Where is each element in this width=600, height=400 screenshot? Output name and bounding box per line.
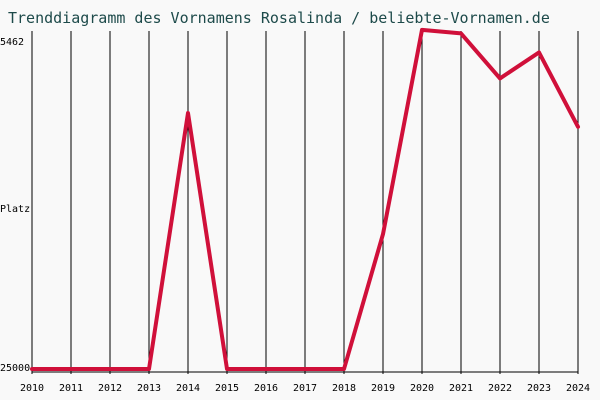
- x-tick-label: 2014: [176, 383, 200, 394]
- x-tick-label: 2018: [332, 383, 356, 394]
- x-tick-label: 2022: [488, 383, 512, 394]
- y-tick-top: 5462: [0, 37, 24, 48]
- grid: [31, 31, 579, 374]
- series-line: [30, 27, 580, 371]
- x-tick-label: 2021: [449, 383, 473, 394]
- x-tick-label: 2023: [527, 383, 551, 394]
- x-tick-label: 2016: [254, 383, 278, 394]
- y-axis-label: Platz: [0, 204, 30, 215]
- x-axis: 2010 2011 2012 2013 2014 2015 2016 2017 2018 2019…: [20, 383, 590, 394]
- chart-title: Trenddiagramm des Vornamens Rosalinda / …: [8, 9, 550, 27]
- x-tick-label: 2017: [293, 383, 317, 394]
- x-tick-label: 2015: [215, 383, 239, 394]
- x-tick-label: 2013: [137, 383, 161, 394]
- x-tick-label: 2019: [371, 383, 395, 394]
- x-tick-label: 2020: [410, 383, 434, 394]
- y-tick-bottom: 25000: [0, 363, 30, 374]
- x-tick-label: 2010: [20, 383, 44, 394]
- x-tick-label: 2012: [98, 383, 122, 394]
- y-axis: 5462 Platz 25000: [0, 37, 30, 374]
- x-tick-label: 2024: [566, 383, 590, 394]
- x-tick-label: 2011: [59, 383, 83, 394]
